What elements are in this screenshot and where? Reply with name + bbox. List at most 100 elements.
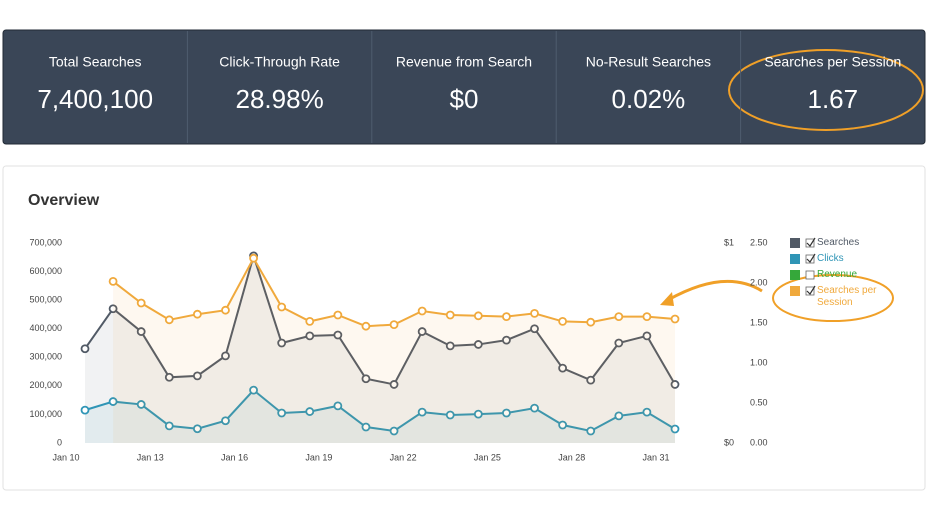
line [84,252,676,386]
y-tick-label: 0 [57,437,62,447]
kpi-value: 28.98% [236,84,324,114]
x-tick-label: Jan 25 [474,452,501,462]
point [361,422,371,432]
y-tick-label: 700,000 [29,237,62,247]
kpi-label: Total Searches [49,54,142,70]
y-tick-label: 200,000 [29,380,62,390]
point [417,306,427,316]
point [670,424,680,434]
x-tick-label: Jan 19 [305,452,332,462]
point [614,312,624,322]
overview-card [2,165,926,491]
point [642,331,652,341]
point [530,308,539,318]
kpi-value: 0.02% [612,84,686,114]
x-tick-label: Jan 28 [558,452,585,462]
point [558,420,568,430]
arrow-head [660,292,674,306]
area [85,390,675,443]
point [80,344,90,354]
point [502,312,511,322]
x-tick-label: Jan 10 [52,452,79,462]
point [333,330,343,340]
point [417,407,427,417]
point [164,372,174,382]
point [136,327,146,336]
legend-label-box: Clicks [817,253,844,264]
point [642,312,652,322]
point [473,409,483,419]
point [558,363,568,373]
point [108,304,118,314]
point [361,321,371,331]
point [333,310,343,320]
point [277,408,287,418]
point [249,253,258,263]
overview-title: Overview [28,192,100,209]
point [277,338,287,348]
point [445,310,455,320]
kpi-label: Revenue from Search [396,54,532,70]
point [80,405,90,415]
line [84,388,676,433]
kpi-label: Click-Through Rate [219,54,340,70]
legend-label: Revenue [817,269,858,280]
kpi-value: 1.67 [807,84,858,114]
point [502,335,511,345]
point [305,316,315,326]
y-tick-label: 600,000 [29,266,62,276]
kpi-panel [2,29,926,145]
legend-check [806,285,816,295]
x-tick-label: Jan 13 [137,452,164,462]
point [192,371,202,381]
legend-label: Clicks [817,253,844,264]
y2-tick-label: 0.00 [750,437,768,447]
point [389,380,399,389]
y-tick-label: 300,000 [29,352,62,362]
y-tick-label: 100,000 [29,409,62,419]
point [530,403,539,413]
highlight-ellipse [772,274,894,322]
point [389,426,399,436]
legend-swatch [790,254,800,264]
kpi-label: No-Result Searches [586,54,711,70]
y3-tick-label: $0 [724,437,734,447]
highlight-ellipse [728,49,924,131]
y2-tick-label: 1.50 [750,317,768,327]
point [417,327,427,336]
point [249,385,258,395]
y-tick-label: 500,000 [29,295,62,305]
y2-tick-label: 2.50 [750,237,768,247]
legend-check [806,237,816,247]
point [445,341,455,351]
legend-swatch [790,238,800,248]
area [113,258,676,443]
point [586,375,596,385]
y2-tick-label: 0.50 [750,397,768,407]
legend-check [806,253,816,263]
point [642,407,652,417]
point [136,298,146,308]
y2-tick-label: 2.00 [750,277,768,287]
point [558,316,568,326]
x-tick-label: Jan 22 [390,452,417,462]
legend-checkbox [805,286,815,296]
point [614,338,624,348]
point [221,351,230,361]
annotation-arrow [667,279,763,302]
kpi-value: 7,400,100 [37,84,153,114]
x-tick-label: Jan 16 [221,452,248,462]
point [670,380,680,389]
point [108,397,118,406]
legend-checkbox [805,270,815,280]
legend-label: Searches per Session [817,285,877,308]
point [305,331,315,341]
legend-checkbox [805,238,815,248]
y3-tick-label: $1 [724,237,734,247]
point [136,400,146,409]
point [164,315,174,325]
point [333,401,343,411]
kpi-value: $0 [450,84,479,114]
legend-label-box: Revenue [817,269,858,280]
